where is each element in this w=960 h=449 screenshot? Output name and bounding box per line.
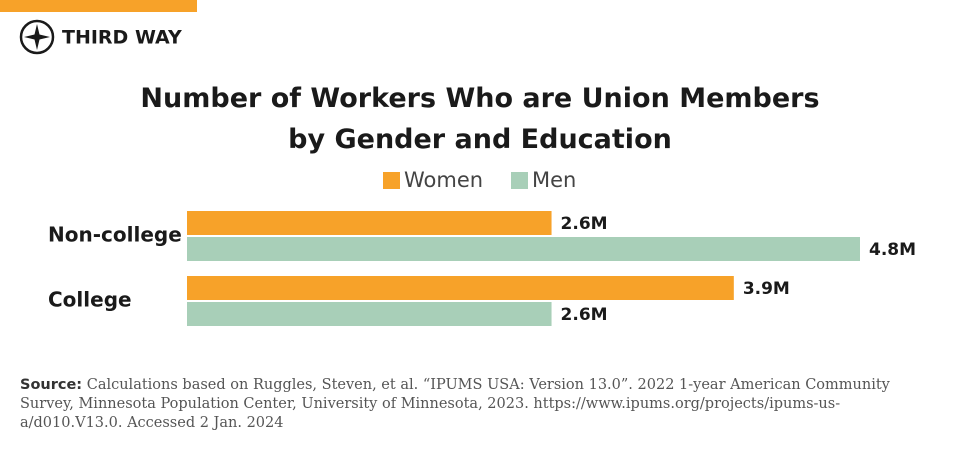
source-label: Source: xyxy=(20,377,83,393)
source: Source: Calculations based on Ruggles, S… xyxy=(20,376,930,433)
bar xyxy=(187,276,734,300)
legend-swatch xyxy=(383,172,400,189)
value-label: 2.6M xyxy=(561,305,608,325)
legend-swatch xyxy=(511,172,528,189)
legend-label: Women xyxy=(404,168,483,192)
bar xyxy=(187,302,552,326)
category-label: Non-college xyxy=(48,223,182,247)
brand: THIRD WAY xyxy=(62,27,182,49)
value-label: 3.9M xyxy=(743,279,790,299)
value-label: 2.6M xyxy=(561,214,608,234)
chart-title: Number of Workers Who are Union Members … xyxy=(140,83,820,155)
legend-label: Men xyxy=(532,168,576,192)
bar xyxy=(187,237,860,261)
category-label: College xyxy=(48,288,132,312)
top-accent xyxy=(0,0,197,12)
logo xyxy=(19,19,55,55)
value-label: 4.8M xyxy=(869,240,916,260)
source-text: Calculations based on Ruggles, Steven, e… xyxy=(20,377,890,431)
bar xyxy=(187,211,552,235)
